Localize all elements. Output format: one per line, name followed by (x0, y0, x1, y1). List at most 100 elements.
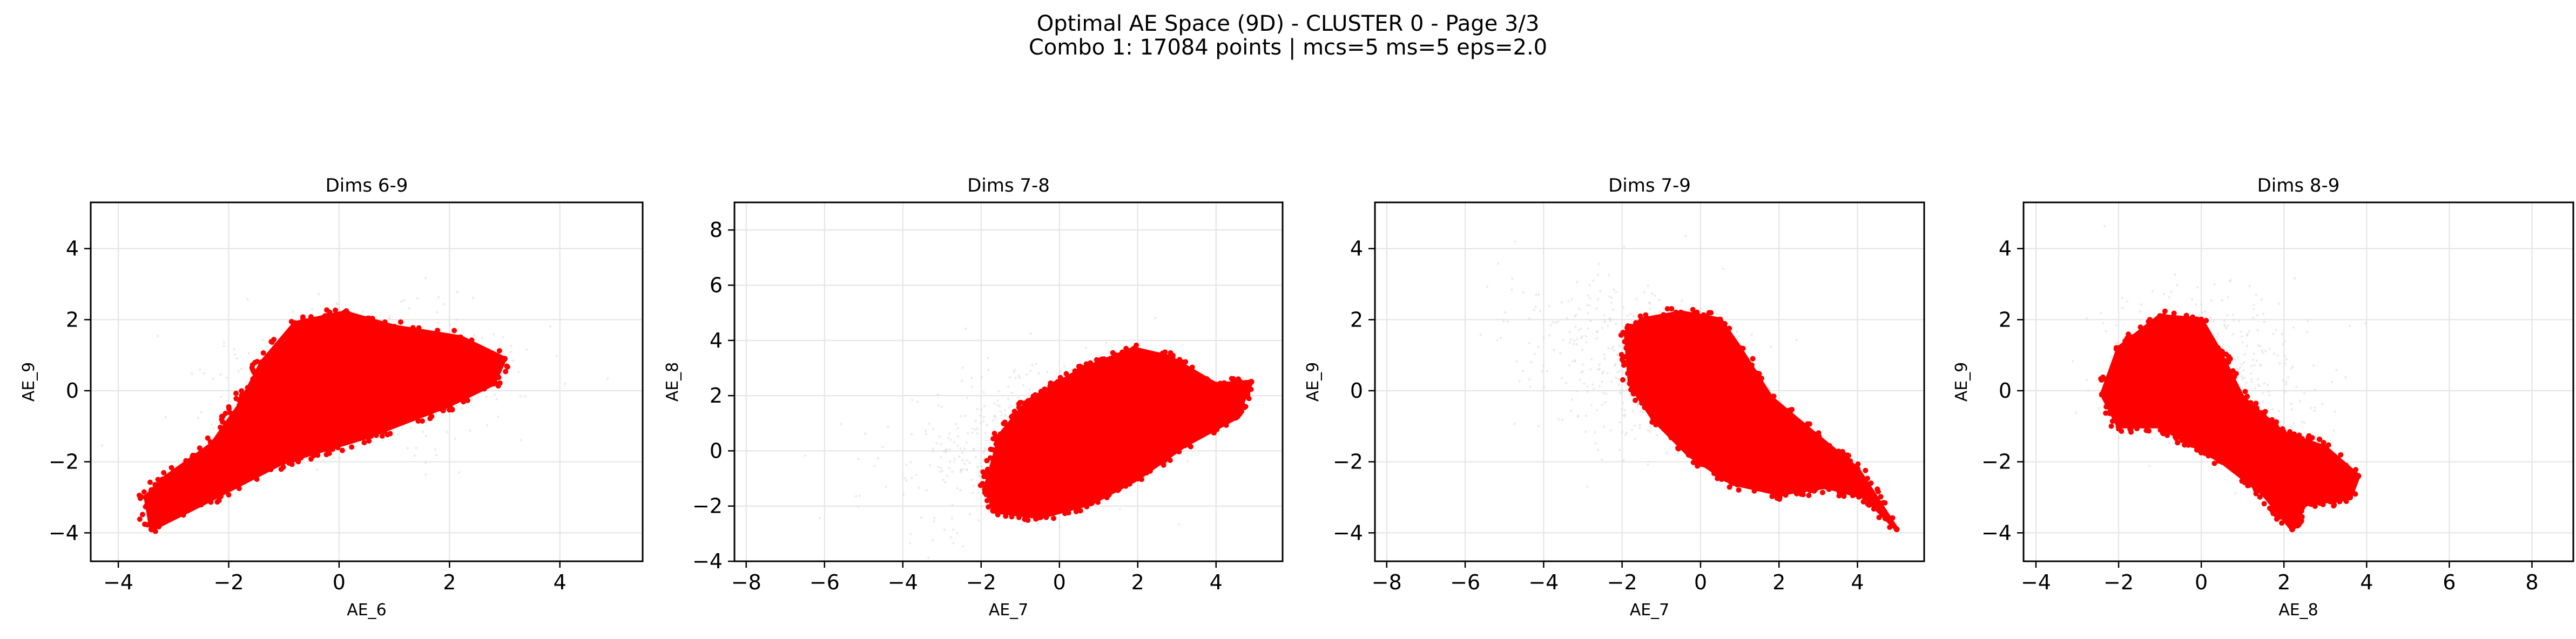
background-point (1589, 297, 1592, 300)
cluster-point (2322, 444, 2329, 451)
cluster-point (427, 416, 433, 422)
background-point (932, 427, 934, 430)
y-tick-label: 2 (1999, 308, 2012, 331)
background-point (1596, 448, 1600, 451)
cluster-point (1882, 515, 1888, 521)
background-point (2262, 351, 2264, 355)
background-point (2097, 407, 2100, 410)
cluster-point (1055, 379, 1061, 385)
background-point (2242, 369, 2245, 372)
cluster-point (240, 392, 246, 398)
cluster-point (994, 508, 1000, 515)
cluster-point (2218, 459, 2225, 465)
background-point (1546, 370, 1549, 372)
axes-frame (2022, 201, 2574, 562)
cluster-point (361, 440, 367, 446)
background-point (2298, 399, 2301, 403)
x-axis-label: AE_8 (2278, 601, 2318, 620)
background-point (1619, 391, 1621, 395)
background-point (945, 449, 947, 452)
cluster-point (1127, 481, 1132, 487)
cluster-point (139, 512, 145, 518)
background-point (1004, 409, 1007, 412)
cluster-point (457, 334, 464, 341)
cluster-point (419, 418, 425, 424)
cluster-point (504, 363, 510, 369)
background-point (1618, 421, 1621, 424)
background-point (2259, 363, 2262, 366)
background-point (977, 473, 980, 477)
background-point (945, 448, 948, 451)
cluster-point (2253, 491, 2259, 497)
figure-title-line1: Optimal AE Space (9D) - CLUSTER 0 - Page… (1036, 11, 1540, 36)
background-point (972, 484, 975, 487)
background-point (1590, 358, 1593, 361)
background-point (1658, 310, 1661, 313)
background-point (881, 446, 884, 448)
background-point (1641, 410, 1644, 413)
background-point (885, 485, 887, 488)
cluster-point (333, 307, 339, 313)
cluster-point (1076, 368, 1082, 374)
cluster-point (1621, 362, 1627, 368)
background-point (2234, 358, 2236, 361)
cluster-point (1063, 371, 1069, 377)
background-point (956, 532, 959, 535)
background-point (2284, 391, 2287, 393)
x-tick-label: 4 (1210, 570, 1223, 594)
background-point (1647, 284, 1649, 287)
cluster-point (1633, 320, 1639, 326)
cluster-point (1167, 457, 1173, 463)
background-point (1569, 338, 1573, 341)
background-point (2115, 324, 2118, 327)
background-point (2283, 355, 2286, 358)
background-point (993, 402, 996, 405)
cluster-point (1722, 321, 1728, 327)
cluster-point (1868, 480, 1874, 486)
cluster-point (2134, 426, 2140, 432)
background-point (2200, 303, 2203, 306)
cluster-point (1806, 421, 1812, 427)
background-point (2277, 410, 2281, 412)
background-point (2162, 293, 2166, 296)
cluster-point (148, 526, 154, 533)
background-point (976, 427, 979, 430)
background-point (2289, 425, 2292, 428)
background-point (1589, 368, 1592, 371)
background-point (1611, 308, 1614, 311)
subplot-title: Dims 7-8 (967, 175, 1050, 196)
cluster-point (1678, 309, 1684, 316)
x-tick-label: 4 (1851, 570, 1864, 594)
background-point (2225, 327, 2228, 330)
background-point (940, 443, 942, 446)
cluster-point (1088, 360, 1094, 366)
background-point (1479, 333, 1482, 336)
background-point (2281, 332, 2283, 336)
background-point (1029, 332, 1032, 335)
background-point (1633, 315, 1635, 317)
background-point (1614, 376, 1617, 379)
background-point (1607, 274, 1610, 276)
background-point (2256, 378, 2260, 381)
background-point (943, 481, 947, 484)
background-point (1543, 386, 1546, 389)
background-point (1615, 322, 1617, 325)
background-point (1565, 382, 1568, 385)
background-point (2249, 372, 2253, 375)
background-point (858, 494, 861, 497)
background-point (1651, 292, 1654, 295)
cluster-point (2128, 429, 2134, 435)
background-point (199, 368, 201, 371)
background-point (1603, 425, 1606, 428)
x-tick-label: −4 (2021, 570, 2051, 594)
background-point (1063, 365, 1066, 368)
background-point (237, 370, 240, 373)
background-point (2364, 322, 2367, 325)
cluster-point (2270, 511, 2276, 516)
cluster-point (2327, 499, 2333, 505)
background-point (1513, 422, 1516, 425)
cluster-point (495, 383, 501, 389)
background-point (2114, 342, 2118, 345)
cluster-point (156, 524, 162, 530)
background-point (523, 395, 527, 398)
